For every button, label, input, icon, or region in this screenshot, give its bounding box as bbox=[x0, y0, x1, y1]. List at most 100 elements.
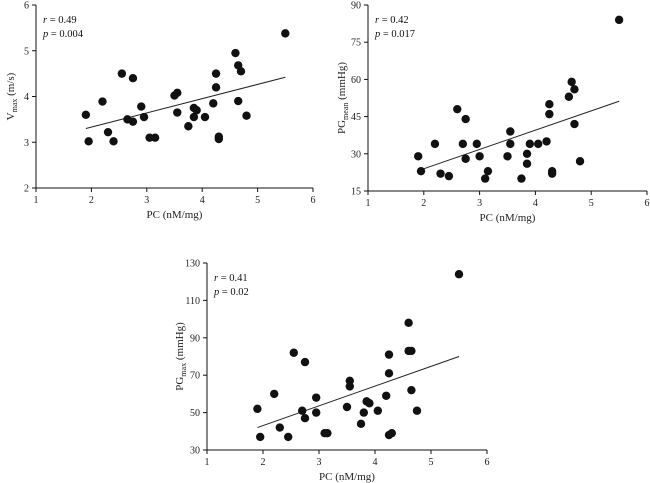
data-point bbox=[356, 419, 366, 429]
y-axis-label-sub: max bbox=[10, 99, 19, 113]
r-symbol: r bbox=[375, 15, 380, 26]
y-tick-label: 110 bbox=[185, 296, 200, 307]
data-point bbox=[533, 139, 543, 149]
p-symbol: p bbox=[374, 29, 380, 40]
regression-line bbox=[257, 356, 460, 429]
y-tick-label: 45 bbox=[351, 112, 361, 123]
y-axis-label: PGmean (mmHg) bbox=[336, 62, 350, 134]
x-axis-label: PC (nM/mg) bbox=[147, 209, 203, 221]
data-point bbox=[137, 102, 146, 111]
data-point bbox=[189, 112, 199, 122]
y-tick-label: 90 bbox=[351, 1, 361, 12]
data-point bbox=[575, 157, 585, 166]
p-symbol: p bbox=[213, 287, 219, 298]
data-point bbox=[128, 74, 138, 83]
data-point bbox=[117, 69, 127, 78]
data-point bbox=[211, 69, 221, 78]
data-point bbox=[382, 391, 391, 400]
y-tick-label: 15 bbox=[351, 187, 361, 198]
y-tick-label: 30 bbox=[351, 149, 361, 160]
data-point bbox=[312, 408, 321, 417]
x-tick-label: 3 bbox=[144, 195, 149, 206]
x-tick-label: 6 bbox=[485, 457, 490, 468]
y-axis-label-base: V bbox=[5, 112, 17, 120]
data-point bbox=[231, 48, 240, 58]
y-tick-label: 3 bbox=[24, 138, 29, 149]
y-axis-label-sub: mean bbox=[341, 103, 350, 120]
data-point bbox=[342, 402, 352, 412]
data-point bbox=[475, 152, 484, 161]
data-point bbox=[506, 127, 515, 136]
p-value: = 0.02 bbox=[219, 287, 249, 298]
data-point bbox=[270, 389, 279, 399]
data-point bbox=[570, 119, 579, 129]
x-tick-label: 5 bbox=[255, 195, 260, 206]
y-tick-label: 50 bbox=[190, 408, 200, 419]
r-annotation: r = 0.42 bbox=[375, 15, 409, 26]
y-axis-label-base: PG bbox=[174, 377, 186, 391]
data-point bbox=[430, 139, 440, 149]
y-axis-label: PGmax (mmHg) bbox=[174, 322, 188, 391]
y-axis-label-base: PG bbox=[336, 120, 348, 134]
data-point bbox=[525, 139, 535, 149]
x-tick-label: 3 bbox=[477, 198, 482, 209]
data-point bbox=[256, 432, 265, 442]
data-point bbox=[522, 159, 532, 168]
data-point bbox=[214, 132, 224, 141]
data-point bbox=[407, 385, 416, 395]
regression-line bbox=[418, 100, 620, 172]
data-point bbox=[211, 83, 221, 92]
data-point bbox=[128, 117, 138, 126]
x-tick-label: 1 bbox=[366, 198, 371, 209]
data-point bbox=[517, 174, 526, 183]
data-point bbox=[236, 67, 246, 76]
regression-line bbox=[85, 76, 286, 130]
p-annotation: p = 0.017 bbox=[374, 29, 415, 40]
r-symbol: r bbox=[214, 273, 219, 284]
data-point bbox=[192, 106, 201, 115]
data-point bbox=[359, 408, 368, 417]
data-point bbox=[281, 29, 290, 38]
p-annotation: p = 0.02 bbox=[213, 287, 249, 298]
r-value: = 0.42 bbox=[379, 15, 409, 26]
x-tick-label: 6 bbox=[311, 195, 316, 206]
y-axis-label-unit: (m/s) bbox=[5, 72, 17, 98]
data-point bbox=[365, 399, 374, 408]
p-value: = 0.004 bbox=[48, 29, 84, 40]
y-axis-label-unit: (mmHg) bbox=[174, 322, 186, 363]
data-point bbox=[461, 154, 470, 163]
data-point bbox=[416, 166, 426, 176]
y-tick-label: 6 bbox=[24, 1, 29, 12]
r-value: = 0.49 bbox=[47, 15, 77, 26]
data-point bbox=[345, 382, 354, 391]
x-tick-label: 4 bbox=[200, 195, 205, 206]
x-tick-label: 2 bbox=[261, 457, 266, 468]
data-point bbox=[542, 137, 551, 146]
data-point bbox=[289, 348, 298, 357]
r-value: = 0.41 bbox=[218, 273, 248, 284]
y-axis-label: Vmax (m/s) bbox=[5, 72, 19, 120]
data-point bbox=[139, 112, 149, 122]
p-annotation: p = 0.004 bbox=[42, 29, 84, 40]
data-point bbox=[109, 137, 118, 146]
data-point bbox=[373, 406, 382, 415]
r-annotation: r = 0.41 bbox=[214, 273, 248, 284]
data-point bbox=[458, 139, 468, 149]
x-tick-label: 1 bbox=[34, 195, 39, 206]
x-tick-label: 6 bbox=[645, 198, 650, 209]
data-point bbox=[407, 346, 416, 356]
data-point bbox=[200, 112, 210, 122]
data-point bbox=[453, 104, 462, 114]
x-tick-label: 4 bbox=[373, 457, 378, 468]
data-point bbox=[570, 85, 579, 94]
y-tick-label: 75 bbox=[351, 38, 361, 49]
data-point bbox=[444, 171, 454, 181]
data-point bbox=[298, 406, 307, 415]
data-point bbox=[234, 96, 243, 106]
y-tick-label: 2 bbox=[24, 184, 29, 195]
data-point bbox=[284, 432, 293, 442]
x-tick-label: 5 bbox=[589, 198, 594, 209]
r-symbol: r bbox=[43, 15, 48, 26]
data-point bbox=[503, 152, 512, 161]
data-point bbox=[300, 357, 310, 367]
